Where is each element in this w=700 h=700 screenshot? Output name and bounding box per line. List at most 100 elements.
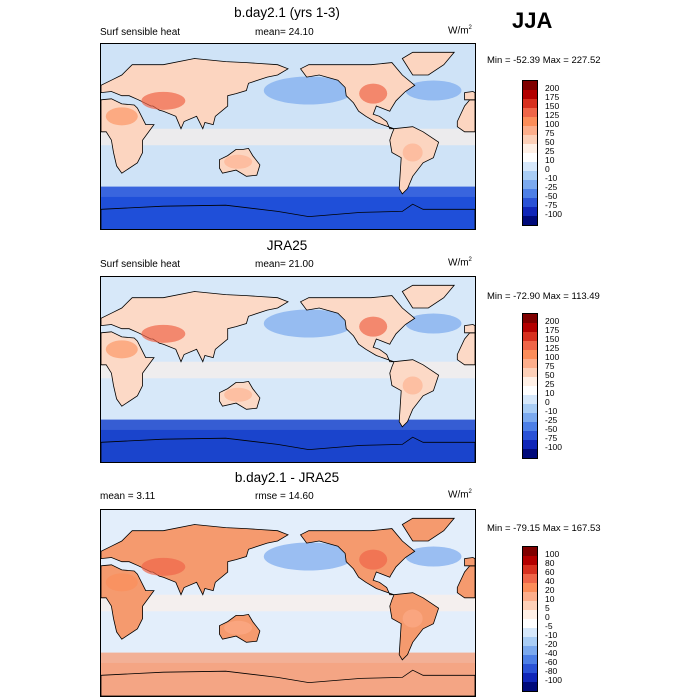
colorbar-tick-label: 25: [545, 379, 555, 389]
north-atlantic-patch: [405, 546, 462, 567]
north-pacific-patch: [263, 309, 354, 338]
colorbar-tick-label: -100: [545, 442, 563, 452]
colorbar-ticks-diff: 100 80 60 40 20 10 5 0 -5 -10 -20 -40 -60 -80 -100: [545, 546, 585, 690]
panel-field-label-model: Surf sensible heat: [100, 27, 181, 38]
colorbar-tick-label: 125: [545, 343, 560, 353]
continent-antarctica: [101, 203, 475, 229]
north-pacific-patch: [263, 542, 354, 571]
panel-units-model: W/m2: [448, 25, 472, 37]
north-pacific-patch: [263, 76, 354, 105]
colorbar-tick-label: 200: [545, 83, 560, 93]
land-hotspot-asia: [141, 557, 186, 576]
colorbar-tick-label: 100: [545, 119, 560, 129]
colorbar-tick-label: -10: [545, 630, 558, 640]
colorbar-segment: [523, 81, 537, 90]
colorbar-ticks-obs: 200 175 150 125 100 75 50 25 10 0 -10 -25 -50 -75 -100: [545, 313, 585, 457]
panel-title-diff: b.day2.1 - JRA25: [234, 470, 340, 485]
continent-iberia: [464, 324, 475, 334]
colorbar-tick-label: -10: [545, 406, 558, 416]
colorbar-ticks-model: 200 175 150 125 100 75 50 25 10 0 -10 -25 -50 -75 -100: [545, 80, 585, 224]
colorbar-tick-label: -100: [545, 209, 563, 219]
colorbar-segment: [523, 628, 537, 637]
colorbar-tick-label: -25: [545, 415, 558, 425]
continent-greenland: [401, 284, 456, 309]
colorbar-segment: [523, 341, 537, 350]
land-hotspot-namerica: [359, 316, 388, 337]
continent-antarctica: [101, 436, 475, 462]
colorbar-segment: [523, 323, 537, 332]
colorbar-segment: [523, 655, 537, 664]
colorbar-segment: [523, 619, 537, 628]
colorbar-segment: [523, 386, 537, 395]
colorbar-segment: [523, 440, 537, 449]
colorbar-tick-label: 150: [545, 101, 560, 111]
colorbar-tick-label: -75: [545, 200, 558, 210]
continent-north-america: [299, 62, 416, 130]
colorbar-tick-label: 20: [545, 585, 555, 595]
colorbar-segment: [523, 646, 537, 655]
continent-africa-west: [456, 332, 475, 366]
continent-greenland: [401, 517, 456, 542]
colorbar-segment: [523, 359, 537, 368]
colorbar-segment: [523, 216, 537, 225]
colorbar-segment: [523, 99, 537, 108]
colorbar-segment: [523, 198, 537, 207]
colorbar-segment: [523, 404, 537, 413]
continent-africa-west: [456, 565, 475, 599]
colorbar-tick-label: -5: [545, 621, 553, 631]
panel-rmse-diff: rmse = 14.60: [255, 491, 314, 502]
colorbar-tick-label: -50: [545, 424, 558, 434]
colorbar-tick-label: 80: [545, 558, 555, 568]
continent-africa-west: [456, 99, 475, 133]
world-map-svg: [101, 277, 475, 462]
map-obs: [100, 276, 476, 463]
land-hotspot-samerica: [402, 376, 423, 395]
continent-north-america: [299, 528, 416, 596]
colorbar-tick-label: 175: [545, 325, 560, 335]
colorbar-tick-label: 100: [545, 549, 560, 559]
colorbar-segment: [523, 108, 537, 117]
colorbar-tick-label: 0: [545, 397, 550, 407]
colorbar-tick-label: 10: [545, 388, 555, 398]
land-hotspot-samerica: [402, 143, 423, 162]
colorbar-tick-label: -20: [545, 639, 558, 649]
colorbar-segment: [523, 90, 537, 99]
colorbar-segment: [523, 117, 537, 126]
colorbar-segment: [523, 189, 537, 198]
land-hotspot-asia: [141, 324, 186, 343]
colorbar-segment: [523, 314, 537, 323]
minmax-obs: Min = -72.90 Max = 113.49: [487, 291, 600, 302]
colorbar-segment: [523, 395, 537, 404]
colorbar-tick-label: 75: [545, 128, 555, 138]
colorbar-tick-label: 125: [545, 110, 560, 120]
colorbar-segment: [523, 135, 537, 144]
colorbar-model: [522, 80, 538, 226]
tropical-band: [101, 361, 475, 379]
land-hotspot-australia: [224, 620, 253, 635]
colorbar-tick-label: 75: [545, 361, 555, 371]
north-atlantic-patch: [405, 80, 462, 101]
colorbar-tick-label: 175: [545, 92, 560, 102]
colorbar-diff: [522, 546, 538, 692]
colorbar-tick-label: 0: [545, 612, 550, 622]
colorbar-segment: [523, 422, 537, 431]
colorbar-segment: [523, 144, 537, 153]
colorbar-segment: [523, 565, 537, 574]
continent-north-america: [299, 295, 416, 363]
land-hotspot-africa: [105, 107, 138, 126]
colorbar-segment: [523, 377, 537, 386]
panel-title-obs: JRA25: [266, 238, 308, 253]
panel-units-obs: W/m2: [448, 257, 472, 269]
colorbar-segment: [523, 574, 537, 583]
colorbar-segment: [523, 350, 537, 359]
map-model: [100, 43, 476, 230]
colorbar-segment: [523, 637, 537, 646]
land-hotspot-namerica: [359, 83, 388, 104]
panel-units-diff: W/m2: [448, 489, 472, 501]
land-hotspot-africa: [105, 340, 138, 359]
tropical-band: [101, 128, 475, 146]
colorbar-segment: [523, 207, 537, 216]
colorbar-tick-label: 5: [545, 603, 550, 613]
land-hotspot-samerica: [402, 609, 423, 628]
colorbar-segment: [523, 547, 537, 556]
